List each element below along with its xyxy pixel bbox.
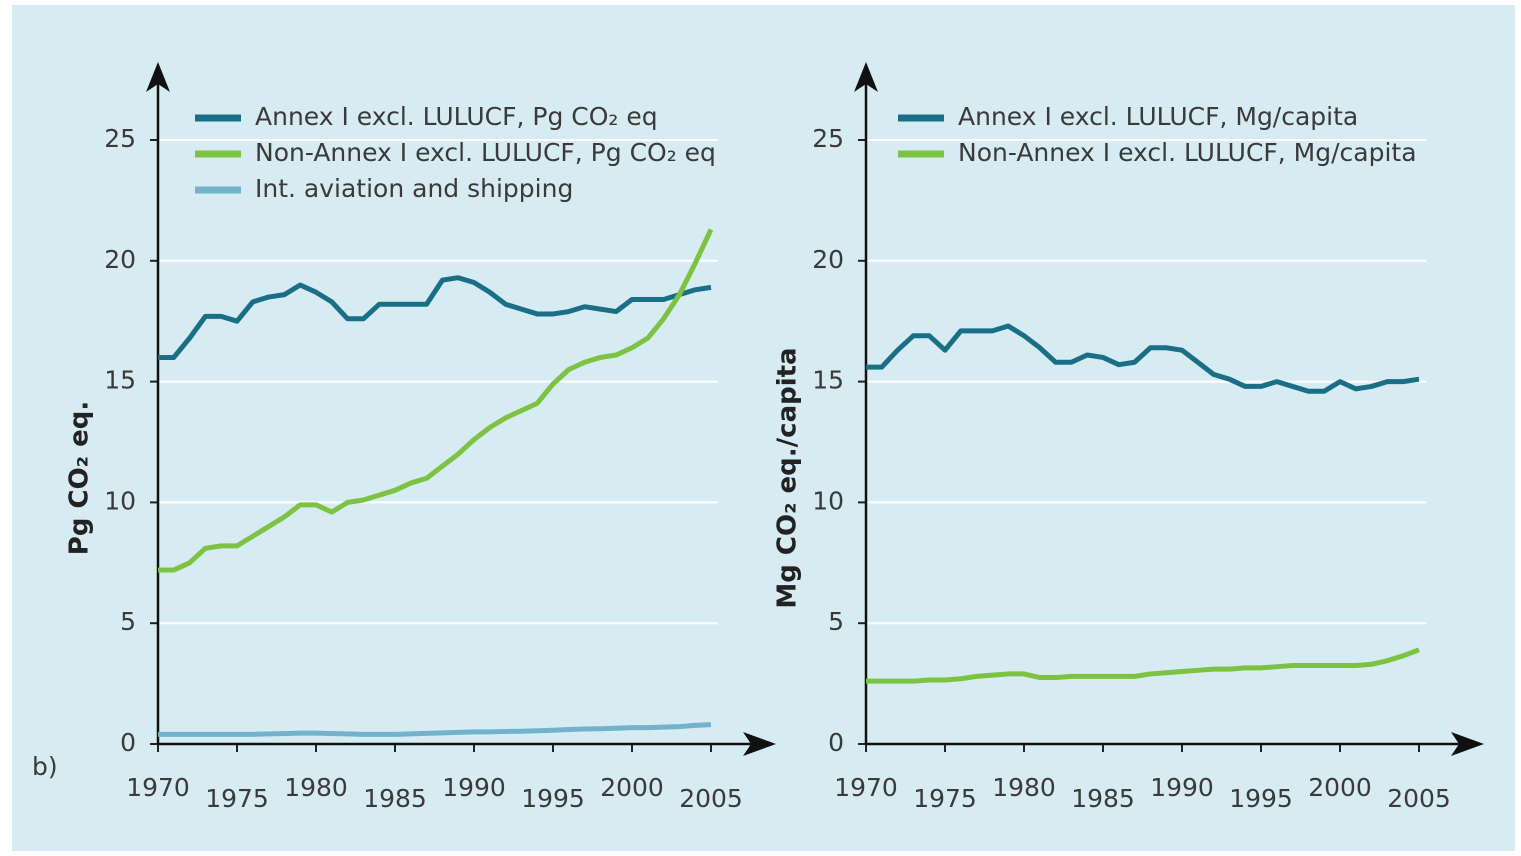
- x-tick-label: 1980: [992, 773, 1056, 802]
- x-tick-label: 2000: [1308, 773, 1372, 802]
- data-line: [158, 722, 712, 737]
- y-tick-label: 20: [812, 245, 844, 274]
- y-tick-label: 15: [104, 366, 136, 395]
- x-tick-label: 2000: [600, 773, 664, 802]
- data-line: [158, 228, 714, 573]
- legend-label: Non-Annex I excl. LULUCF, Pg CO₂ eq: [255, 138, 716, 167]
- x-tick-label: 1975: [205, 784, 269, 813]
- x-tick-label: 1970: [834, 773, 898, 802]
- x-tick-label: 2005: [1387, 784, 1451, 813]
- y-tick-label: 0: [828, 728, 844, 757]
- y-tick-label: 10: [104, 486, 136, 515]
- legend-label: Non-Annex I excl. LULUCF, Mg/capita: [958, 138, 1417, 167]
- y-tick-label: 5: [120, 607, 136, 636]
- y-tick-label: 25: [812, 124, 844, 153]
- x-tick-label: 1990: [442, 773, 506, 802]
- y-axis-label: Pg CO₂ eq.: [65, 401, 95, 555]
- legend-label: Annex I excl. LULUCF, Mg/capita: [958, 102, 1358, 131]
- x-arrow: [743, 732, 776, 756]
- y-tick-label: 25: [104, 124, 136, 153]
- x-tick-label: 1995: [1229, 784, 1293, 813]
- x-tick-label: 2005: [679, 784, 743, 813]
- x-tick-label: 1970: [126, 773, 190, 802]
- y-axis-label: Mg CO₂ eq./capita: [773, 347, 803, 608]
- data-line: [158, 275, 712, 360]
- x-tick-label: 1990: [1150, 773, 1214, 802]
- legend-label: Annex I excl. LULUCF, Pg CO₂ eq: [255, 102, 658, 131]
- x-tick-label: 1975: [913, 784, 977, 813]
- background: [12, 5, 1515, 851]
- x-tick-label: 1985: [1071, 784, 1135, 813]
- x-tick-label: 1980: [284, 773, 348, 802]
- y-arrow: [854, 62, 878, 92]
- data-line: [866, 323, 1420, 394]
- x-arrow: [1451, 732, 1484, 756]
- y-tick-label: 20: [104, 245, 136, 274]
- y-tick-label: 0: [120, 728, 136, 757]
- y-arrow: [146, 62, 170, 92]
- y-tick-label: 15: [812, 366, 844, 395]
- data-line: [866, 647, 1420, 684]
- y-tick-label: 5: [828, 607, 844, 636]
- y-tick-label: 10: [812, 486, 844, 515]
- legend-label: Int. aviation and shipping: [255, 174, 573, 203]
- panel-label: b): [32, 752, 58, 781]
- x-tick-label: 1995: [521, 784, 585, 813]
- x-tick-label: 1985: [363, 784, 427, 813]
